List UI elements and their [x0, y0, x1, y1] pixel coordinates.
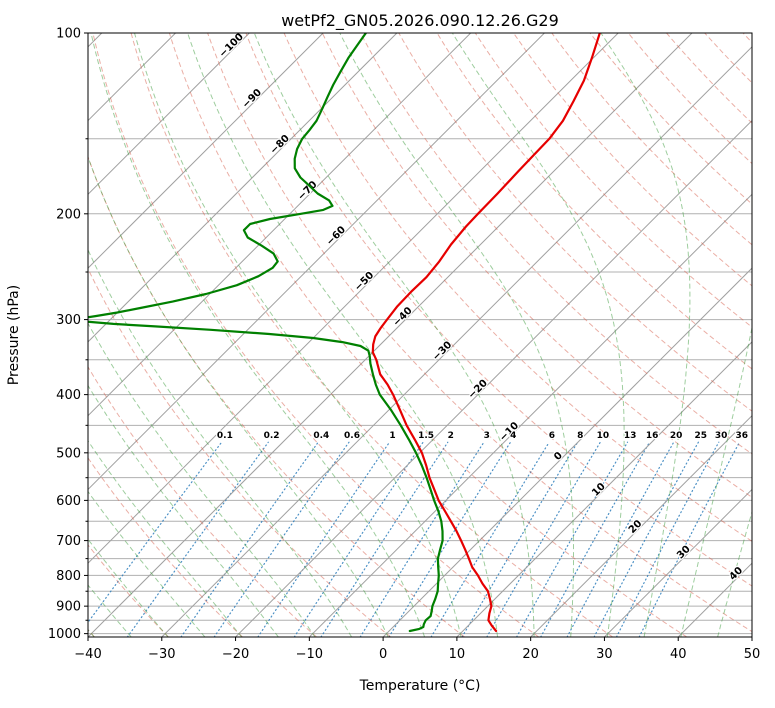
mixing-ratio-label: 3	[484, 431, 490, 441]
x-tick-label: −10	[296, 647, 323, 662]
y-tick-label: 200	[56, 207, 81, 222]
mixing-ratio-label: 0.6	[344, 431, 360, 441]
mixing-ratio-lines	[88, 441, 741, 637]
mixing-ratio-label: 4	[510, 431, 516, 441]
axis-ticks: −40 −30 −20 −10 0 10 20 30 40 5010020030040050060…	[48, 27, 760, 663]
x-axis-title: Temperature (°C)	[359, 678, 481, 694]
mixing-ratio-label: 0.1	[217, 431, 233, 441]
x-tick-label: −30	[148, 647, 175, 662]
mixing-ratio-label: 10	[597, 431, 610, 441]
y-tick-label: 800	[56, 569, 81, 584]
mixing-ratio-label: 0.2	[264, 431, 280, 441]
y-tick-label: 300	[56, 313, 81, 328]
x-tick-label: 30	[596, 647, 613, 662]
mixing-ratio-label: 1	[389, 431, 395, 441]
x-tick-label: 0	[379, 647, 387, 662]
y-tick-label: 100	[56, 27, 81, 42]
y-tick-label: 700	[56, 534, 81, 549]
isotherm-label: −100	[217, 31, 245, 59]
plot-border	[87, 32, 753, 638]
mixing-ratio-label: 1.5	[418, 431, 434, 441]
isotherm-label: −60	[325, 224, 349, 248]
x-tick-label: −20	[222, 647, 249, 662]
mixing-ratio-label: 25	[695, 431, 708, 441]
mixing-ratio-label: 30	[715, 431, 728, 441]
isotherm-label: −20	[466, 378, 490, 402]
isotherm-label: −50	[353, 270, 377, 294]
profiles	[88, 33, 601, 633]
x-tick-label: 20	[522, 647, 539, 662]
mixing-ratio-label: 8	[577, 431, 583, 441]
y-tick-label: 500	[56, 446, 81, 461]
y-tick-label: 600	[56, 494, 81, 509]
mixing-ratio-label: 6	[549, 431, 555, 441]
mixing-ratio-label: 16	[646, 431, 659, 441]
mixing-ratio-label: 20	[670, 431, 683, 441]
x-tick-label: 40	[670, 647, 687, 662]
plot-background	[88, 33, 752, 637]
x-tick-label: 10	[449, 647, 466, 662]
moist-adiabats	[88, 33, 752, 637]
chart-title: wetPf2_GN05.2026.090.12.26.G29	[281, 11, 559, 31]
mixing-ratio-label: 0.4	[313, 431, 329, 441]
y-axis-title: Pressure (hPa)	[6, 285, 22, 385]
pressure-gridlines	[88, 33, 752, 635]
y-tick-label: 400	[56, 388, 81, 403]
mixing-ratio-label: 13	[624, 431, 637, 441]
isotherm-label: −90	[240, 87, 264, 111]
x-tick-label: −40	[74, 647, 101, 662]
y-tick-label: 1000	[48, 627, 81, 642]
temperature-curve	[371, 33, 601, 633]
isotherm-label: 10	[590, 481, 608, 499]
x-tick-label: 50	[744, 647, 761, 662]
dry-adiabats	[88, 33, 752, 637]
dewpoint-curve	[88, 33, 444, 633]
y-tick-label: 900	[56, 600, 81, 615]
mixing-ratio-label: 36	[736, 431, 749, 441]
isotherm-label: −80	[268, 133, 292, 157]
isotherm-lines	[88, 33, 752, 637]
isotherm-label: 0	[552, 450, 565, 463]
mixing-ratio-label: 2	[448, 431, 454, 441]
